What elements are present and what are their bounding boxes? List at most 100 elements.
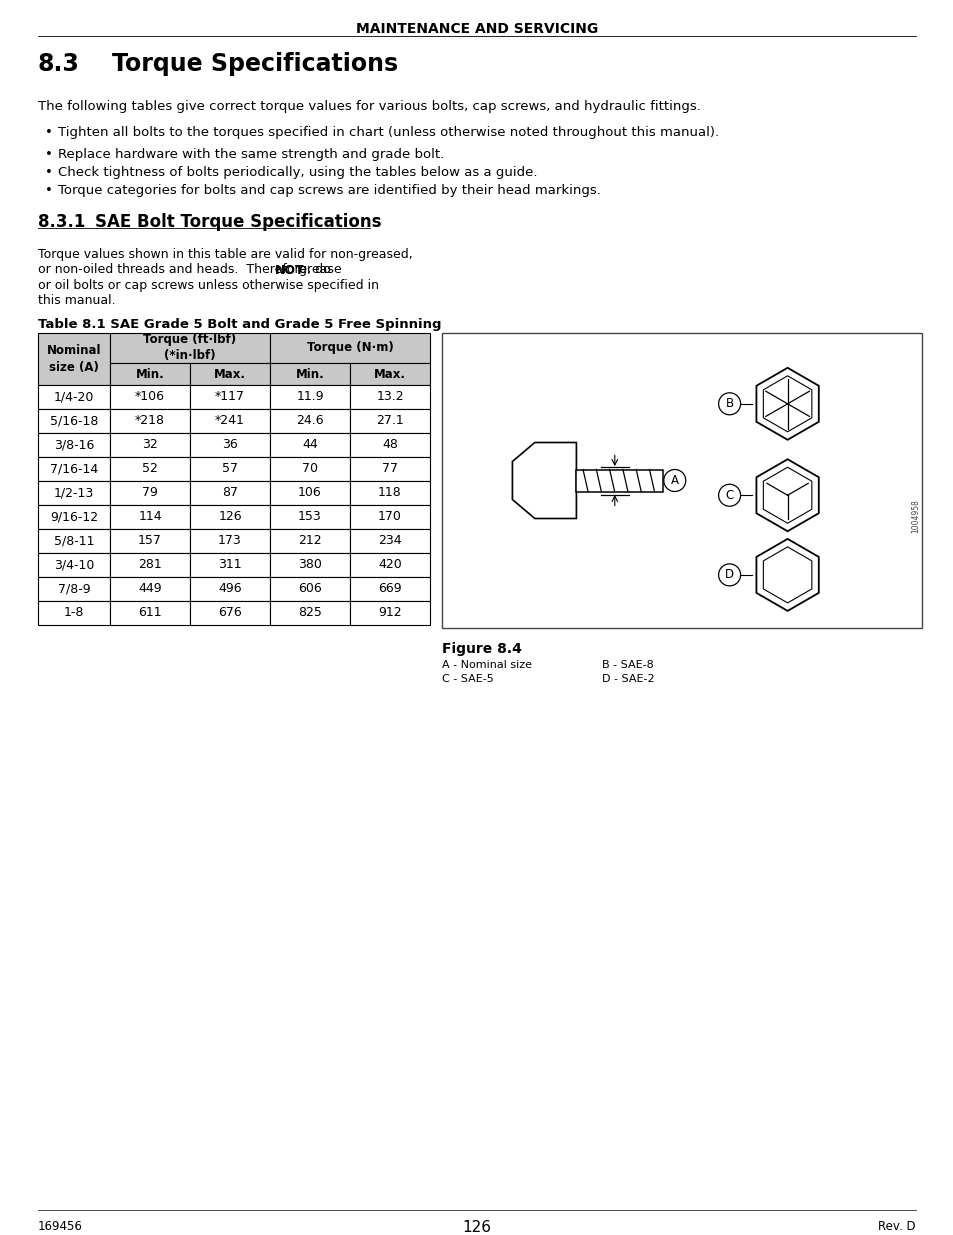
Text: Min.: Min. [135,368,164,380]
Text: 77: 77 [381,462,397,475]
Bar [350,457,430,480]
Text: SAE Bolt Torque Specifications: SAE Bolt Torque Specifications [95,212,381,231]
Text: Torque categories for bolts and cap screws are identified by their head markings: Torque categories for bolts and cap scre… [58,184,600,198]
Text: 44: 44 [302,438,317,452]
Text: *117: *117 [214,390,245,404]
Bar [576,469,662,492]
Text: •: • [45,148,52,161]
Text: 32: 32 [142,438,157,452]
Bar [270,529,350,553]
Bar [190,433,270,457]
Text: Rev. D: Rev. D [878,1220,915,1233]
Text: •: • [45,165,52,179]
Text: Torque Specifications: Torque Specifications [112,52,397,77]
Bar [38,433,110,457]
Text: *241: *241 [214,415,245,427]
Circle shape [718,484,740,506]
Text: C: C [724,489,733,501]
Text: Max.: Max. [374,368,406,380]
Bar [110,363,190,385]
Text: 606: 606 [297,583,321,595]
Text: *106: *106 [135,390,165,404]
Text: 114: 114 [138,510,162,524]
Text: D - SAE-2: D - SAE-2 [601,674,654,684]
Text: 3/4-10: 3/4-10 [53,558,94,572]
Bar [110,505,190,529]
Polygon shape [756,368,818,440]
Bar [38,333,110,385]
Bar [350,409,430,433]
Text: Max.: Max. [213,368,246,380]
Polygon shape [762,467,811,524]
Text: 169456: 169456 [38,1220,83,1233]
Text: 87: 87 [222,487,237,499]
Text: 27.1: 27.1 [375,415,403,427]
Text: D: D [724,568,734,582]
Bar [350,385,430,409]
Text: 420: 420 [377,558,401,572]
Polygon shape [756,459,818,531]
Bar [190,601,270,625]
Text: 9/16-12: 9/16-12 [50,510,98,524]
Circle shape [718,393,740,415]
Circle shape [663,469,685,492]
Bar [350,601,430,625]
Polygon shape [762,547,811,603]
Bar [350,363,430,385]
Bar [190,505,270,529]
Text: this manual.: this manual. [38,294,115,308]
Text: Torque values shown in this table are valid for non-greased,: Torque values shown in this table are va… [38,248,413,261]
Bar [350,433,430,457]
Text: Min.: Min. [295,368,324,380]
Polygon shape [756,538,818,611]
Text: 7/16-14: 7/16-14 [50,462,98,475]
Bar [38,505,110,529]
Text: Table 8.1 SAE Grade 5 Bolt and Grade 5 Free Spinning: Table 8.1 SAE Grade 5 Bolt and Grade 5 F… [38,317,441,331]
Text: 173: 173 [218,535,242,547]
Bar [110,529,190,553]
Text: 281: 281 [138,558,162,572]
Text: 1/2-13: 1/2-13 [53,487,94,499]
Bar [38,409,110,433]
Bar [38,601,110,625]
Text: 496: 496 [218,583,241,595]
Text: 153: 153 [297,510,321,524]
Bar [270,385,350,409]
Text: 126: 126 [462,1220,491,1235]
Text: or non-oiled threads and heads.  Therefore, do: or non-oiled threads and heads. Therefor… [38,263,335,277]
Text: or oil bolts or cap screws unless otherwise specified in: or oil bolts or cap screws unless otherw… [38,279,378,291]
Text: NOT: NOT [275,263,305,277]
Bar [110,601,190,625]
Text: Torque (ft·lbf)
(*in·lbf): Torque (ft·lbf) (*in·lbf) [143,333,236,363]
Bar [110,433,190,457]
Text: 449: 449 [138,583,162,595]
Bar [190,385,270,409]
Bar [38,457,110,480]
Bar [270,433,350,457]
Bar [110,457,190,480]
Bar [38,553,110,577]
Text: Tighten all bolts to the torques specified in chart (unless otherwise noted thro: Tighten all bolts to the torques specifi… [58,126,719,140]
Text: Figure 8.4: Figure 8.4 [441,642,521,656]
Bar [110,553,190,577]
Text: C - SAE-5: C - SAE-5 [441,674,494,684]
Text: 57: 57 [222,462,237,475]
Text: •: • [45,184,52,198]
Text: 311: 311 [218,558,241,572]
Bar [270,333,430,363]
Text: 11.9: 11.9 [295,390,323,404]
Text: A: A [670,474,679,487]
Bar [350,553,430,577]
Text: *218: *218 [135,415,165,427]
Text: 8.3: 8.3 [38,52,80,77]
Bar [190,457,270,480]
Text: Torque (N·m): Torque (N·m) [306,342,393,354]
Text: 234: 234 [377,535,401,547]
Bar [110,577,190,601]
Text: 825: 825 [297,606,321,620]
Bar [350,480,430,505]
Bar [38,480,110,505]
Bar [190,577,270,601]
Bar [110,385,190,409]
Bar [270,480,350,505]
